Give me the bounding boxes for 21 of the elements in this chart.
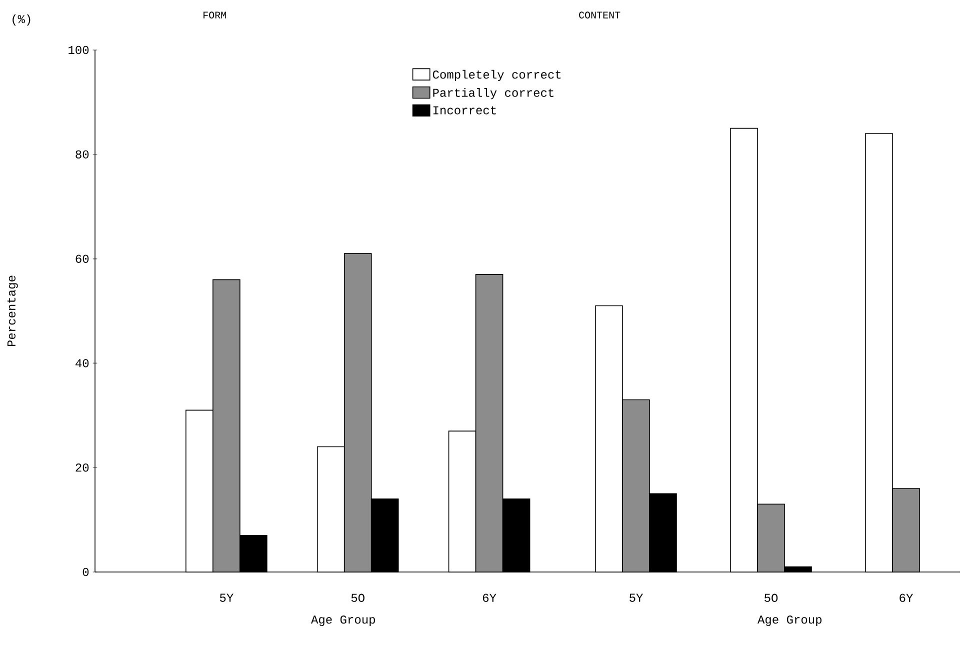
y-tick-label: 80 [76,150,89,158]
y-tick-label: 0 [82,568,89,576]
x-tick-label: 5Y [220,594,234,602]
chart-title: FORM [204,12,226,18]
legend-label: Completely correct [432,70,561,82]
y-tick-label: 40 [76,359,89,368]
chart-title: CONTENT [579,12,620,18]
y-axis-title: Percentage [7,276,18,346]
y-tick-label: 60 [76,254,89,263]
x-axis-title: Age Group [310,616,375,626]
x-tick-label: 6Y [482,594,496,602]
text: (%) [12,14,30,26]
legend-label: Incorrect [433,106,496,114]
legend-label: Partially correct [433,88,554,100]
y-tick-label: 20 [76,464,89,472]
x-tick-label: 5O [351,594,364,602]
y-tick-label: 100 [68,46,89,54]
x-axis-title: Age Group [758,616,822,626]
x-tick-label: 5O [764,594,778,602]
x-tick-label: 6Y [900,594,913,602]
x-tick-label: 5Y [630,594,643,602]
